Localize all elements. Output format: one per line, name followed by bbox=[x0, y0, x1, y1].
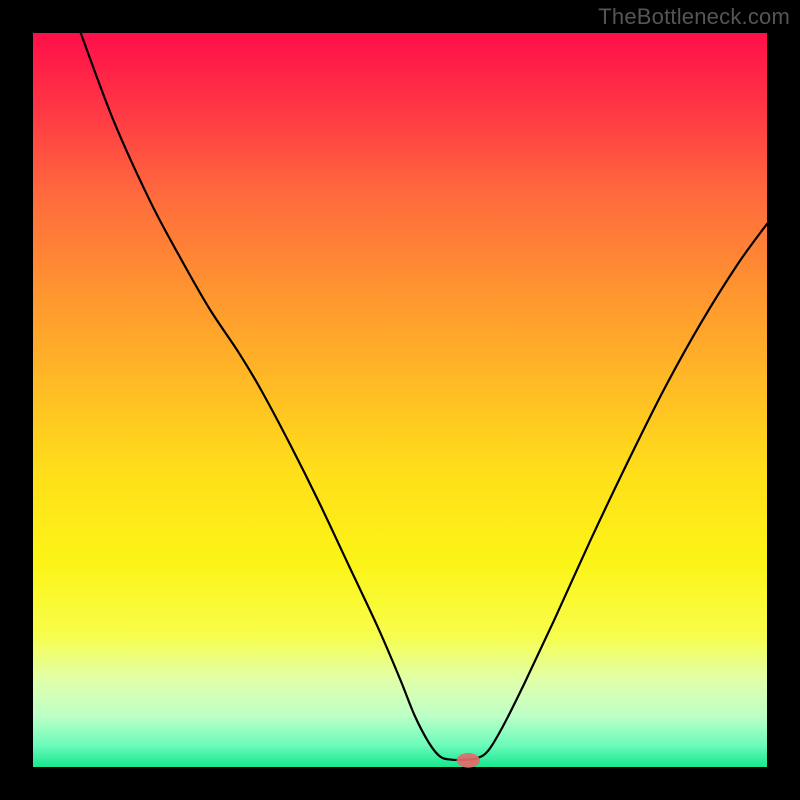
chart-container: { "watermark": { "text": "TheBottleneck.… bbox=[0, 0, 800, 800]
plot-background bbox=[33, 33, 767, 767]
optimal-point-marker bbox=[457, 753, 480, 768]
watermark-text: TheBottleneck.com bbox=[598, 4, 790, 30]
bottleneck-curve-chart bbox=[0, 0, 800, 800]
